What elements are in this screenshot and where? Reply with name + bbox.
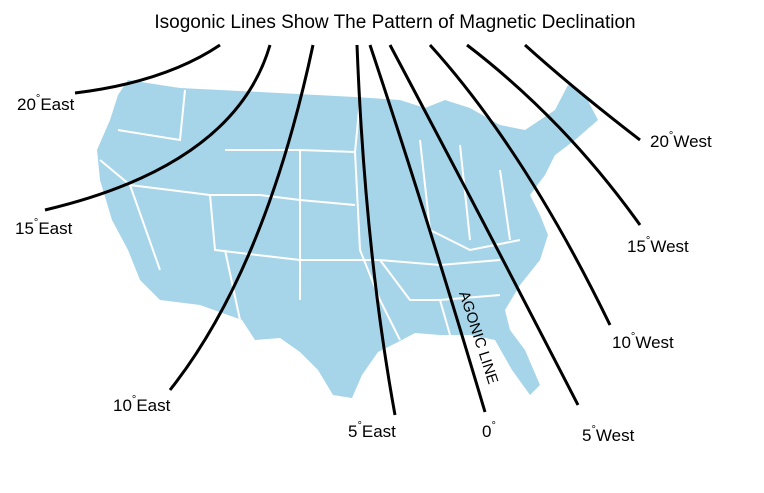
label-15-west: 15°West (627, 235, 689, 256)
isogonic-line-15-west (466, 43, 642, 226)
isogonic-lines (44, 43, 642, 416)
isogonic-line-10-west (428, 43, 612, 326)
us-landmass (97, 80, 598, 398)
label-0: 0° (482, 420, 496, 441)
isogonic-line-10-east (168, 44, 315, 391)
isogonic-line-15-east (44, 44, 272, 212)
label-10-east: 10°East (113, 394, 171, 415)
label-20-west: 20°West (650, 130, 712, 151)
isogonic-line-20-east (74, 43, 221, 95)
map-title: Isogonic Lines Show The Pattern of Magne… (154, 12, 635, 33)
label-15-east: 15°East (15, 217, 73, 238)
isogonic-line-5-west (388, 44, 580, 406)
agonic-line-0 (368, 44, 487, 413)
isogonic-line-20-west (523, 43, 641, 142)
label-10-west: 10°West (612, 331, 674, 352)
isogonic-line-5-east (355, 44, 397, 416)
label-20-east: 20°East (17, 93, 75, 114)
label-5-east: 5°East (348, 420, 396, 441)
label-5-west: 5°West (582, 424, 635, 445)
